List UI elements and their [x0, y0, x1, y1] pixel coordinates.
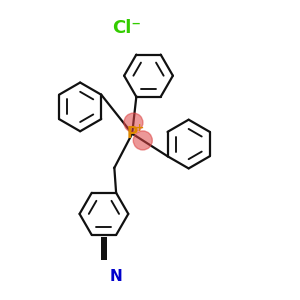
Circle shape	[124, 113, 143, 132]
Text: Cl⁻: Cl⁻	[112, 19, 141, 37]
Text: P: P	[127, 126, 138, 141]
Circle shape	[133, 131, 152, 150]
Text: N: N	[110, 269, 122, 284]
Text: +: +	[135, 123, 144, 133]
